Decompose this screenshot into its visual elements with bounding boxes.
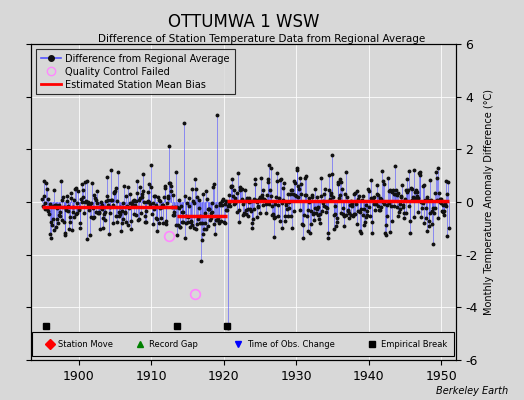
Title: OTTUMWA 1 WSW: OTTUMWA 1 WSW	[168, 13, 320, 31]
Text: Record Gap: Record Gap	[149, 340, 198, 349]
Legend: Difference from Regional Average, Quality Control Failed, Estimated Station Mean: Difference from Regional Average, Qualit…	[36, 49, 235, 94]
Text: Time of Obs. Change: Time of Obs. Change	[247, 340, 335, 349]
Y-axis label: Monthly Temperature Anomaly Difference (°C): Monthly Temperature Anomaly Difference (…	[484, 89, 494, 315]
Text: Berkeley Earth: Berkeley Earth	[436, 386, 508, 396]
Text: Station Move: Station Move	[58, 340, 113, 349]
Text: Empirical Break: Empirical Break	[381, 340, 447, 349]
FancyBboxPatch shape	[32, 332, 454, 356]
Text: Difference of Station Temperature Data from Regional Average: Difference of Station Temperature Data f…	[99, 34, 425, 44]
